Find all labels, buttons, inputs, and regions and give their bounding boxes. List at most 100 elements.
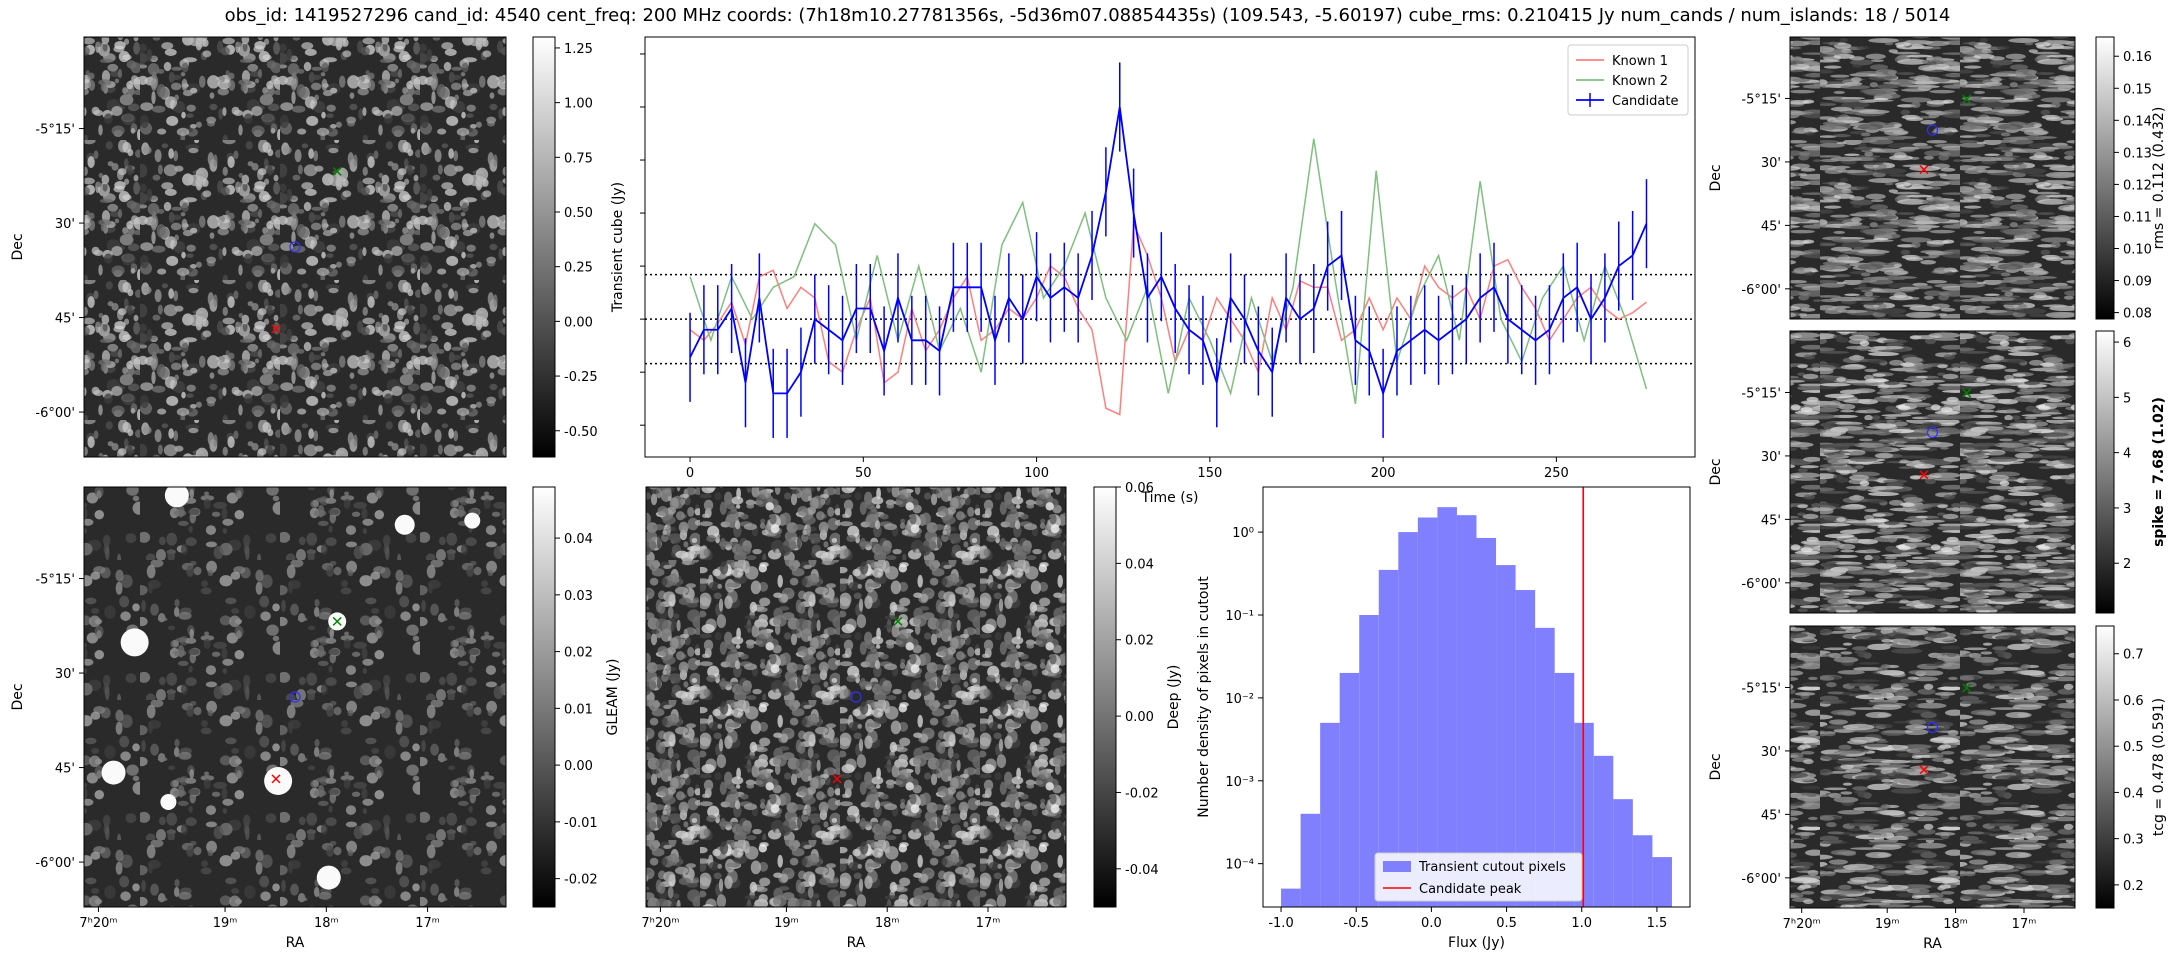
histogram-xtick-label: 0.5: [1496, 916, 1517, 931]
legend-entry: Known 2: [1612, 74, 1668, 89]
lightcurve-frame: [644, 36, 1696, 458]
rms_image-known2-marker: [1962, 94, 1972, 104]
transient_cube_image-colorbar-tick-label: 1.25: [564, 42, 593, 57]
lightcurve-legend: [1567, 44, 1689, 116]
transient_cube_image-colorbar-tick-label: 1.00: [564, 97, 593, 112]
gleam-source-2: [394, 514, 415, 535]
gleam-source-0: [164, 483, 189, 508]
gleam_image-known2-marker: [332, 616, 342, 626]
histogram-ytick-label: 10⁻¹: [1225, 609, 1254, 624]
lightcurve-ylabel: Transient cube (Jy): [610, 182, 626, 313]
tcg_image-xtick-label: 17ᵐ: [2012, 917, 2037, 932]
tcg_image-known1-marker: [1919, 765, 1929, 775]
gleam_image-ytick-label: -6°00': [35, 856, 75, 871]
tcg_image-colorbar-tick-label: 0.2: [2123, 879, 2144, 894]
histogram-frame: [1262, 486, 1691, 908]
lightcurve-xtick-label: 150: [1197, 466, 1222, 481]
rms_image-known1-marker: [1919, 165, 1929, 175]
gleam_image-xtick-label: 19ᵐ: [213, 916, 238, 931]
tcg_image-candidate-marker: [1926, 721, 1939, 734]
histogram-bar: [1476, 537, 1497, 907]
tcg_image-colorbar-tick-label: 0.3: [2123, 833, 2144, 848]
gleam_image-colorbar-tick-label: 0.04: [564, 532, 593, 547]
gleam_image-frame: [83, 486, 507, 908]
tcg_image-known2-marker: [1962, 683, 1972, 693]
gleam_image-ytick-label: 30': [55, 667, 75, 682]
legend-entry: Known 1: [1612, 54, 1668, 69]
lightcurve-xtick-label: 200: [1371, 466, 1396, 481]
histogram-bar: [1515, 590, 1536, 907]
gleam_image-image: [84, 487, 506, 907]
rms_image-ytick-label: -6°00': [1741, 283, 1781, 298]
rms_image-colorbar-tick-label: 0.15: [2123, 82, 2152, 97]
histogram-xtick-label: 1.5: [1647, 916, 1668, 931]
gleam_image-colorbar-tick-label: 0.01: [564, 702, 593, 717]
tcg_image-colorbar-label: tcg = 0.478 (0.591): [2151, 698, 2167, 836]
histogram-bar: [1554, 672, 1575, 907]
spike_image-candidate-marker: [1926, 426, 1939, 439]
histogram-bar: [1456, 515, 1477, 907]
transient_cube_image-colorbar: [532, 36, 556, 458]
lightcurve-xlabel: Time (s): [1141, 490, 1199, 506]
transient_cube_image-ytick-label: -6°00': [35, 406, 75, 421]
tcg_image-ytick-label: -6°00': [1741, 872, 1781, 887]
histogram-xtick-label: 1.0: [1571, 916, 1592, 931]
transient_cube_image-colorbar-tick-label: -0.25: [564, 370, 598, 385]
transient_cube_image-known2-marker: [332, 166, 342, 176]
rms_image-colorbar-tick-label: 0.12: [2123, 178, 2152, 193]
deep_image-xtick-label: 17ᵐ: [976, 916, 1001, 931]
rms_image-colorbar-tick-label: 0.10: [2123, 243, 2152, 258]
legend-entry: Candidate: [1612, 94, 1678, 109]
histogram-legend: [1374, 852, 1583, 902]
histogram-bar: [1593, 755, 1614, 907]
histogram-bar: [1613, 799, 1633, 907]
histogram-xtick-label: -1.0: [1268, 916, 1293, 931]
histogram-bar: [1417, 517, 1438, 907]
gleam_image-xlabel: RA: [286, 935, 305, 951]
lightcurve-xtick-label: 0: [686, 466, 694, 481]
deep_image-colorbar-tick-label: 0.02: [1125, 634, 1154, 649]
gleam_image-xtick-label: 18ᵐ: [314, 916, 339, 931]
tcg_image-xtick-label: 18ᵐ: [1943, 917, 1968, 932]
spike_image-known1-marker: [1919, 470, 1929, 480]
gleam_image-colorbar-label: GLEAM (Jy): [605, 659, 621, 736]
rms_image-frame: [1789, 36, 2076, 320]
deep_image-colorbar-tick-label: 0.00: [1125, 710, 1154, 725]
histogram-bar: [1632, 835, 1653, 907]
rms_image-candidate-marker: [1926, 124, 1939, 136]
gleam_image-xtick-label: 17ᵐ: [415, 916, 440, 931]
histogram-bar: [1378, 569, 1399, 907]
histogram-ytick-label: 10⁻⁴: [1225, 858, 1254, 873]
spike_image-ylabel: Dec: [1708, 458, 1724, 485]
deep_image-known1-marker: [832, 774, 842, 784]
figure-title: obs_id: 1419527296 cand_id: 4540 cent_fr…: [224, 5, 1951, 26]
transient_cube_image-colorbar-tick-label: -0.50: [564, 425, 598, 440]
rms_image-ytick-label: -5°15': [1741, 92, 1781, 107]
deep_image-image: [646, 487, 1066, 907]
transient_cube_image-colorbar-tick-label: 0.75: [564, 151, 593, 166]
tcg_image-xtick-label: 7ʰ20ᵐ: [1783, 917, 1821, 932]
gleam_image-ytick-label: -5°15': [35, 573, 75, 588]
histogram-bar: [1398, 532, 1418, 907]
tcg_image-colorbar-tick-label: 0.5: [2123, 740, 2144, 755]
gleam_image-colorbar-tick-label: 0.00: [564, 759, 593, 774]
deep_image-colorbar-tick-label: 0.06: [1125, 481, 1154, 496]
rms_image-colorbar-tick-label: 0.14: [2123, 114, 2152, 129]
gleam-source-7: [160, 794, 177, 810]
lightcurve-series-candidate: [689, 106, 1648, 397]
lightcurve-xtick-label: 100: [1024, 466, 1049, 481]
tcg_image-xlabel: RA: [1923, 936, 1942, 952]
deep_image-xtick-label: 7ʰ20ᵐ: [641, 916, 679, 931]
gleam_image-colorbar-tick-label: -0.01: [564, 816, 598, 831]
spike_image-ytick-label: -6°00': [1741, 577, 1781, 592]
deep_image-frame: [645, 486, 1067, 908]
gleam_image-ytick-label: 45': [55, 762, 75, 777]
transient_cube_image-colorbar-tick-label: 0.00: [564, 315, 593, 330]
histogram-bar: [1652, 857, 1672, 907]
tcg_image-xtick-label: 19ᵐ: [1875, 917, 1900, 932]
gleam_image-candidate-marker: [289, 691, 301, 703]
rms_image-ytick-label: 30': [1761, 156, 1781, 171]
spike_image-colorbar-tick-label: 2: [2123, 557, 2131, 572]
deep_image-colorbar: [1093, 486, 1117, 908]
transient_cube_image-ylabel: Dec: [10, 233, 26, 260]
